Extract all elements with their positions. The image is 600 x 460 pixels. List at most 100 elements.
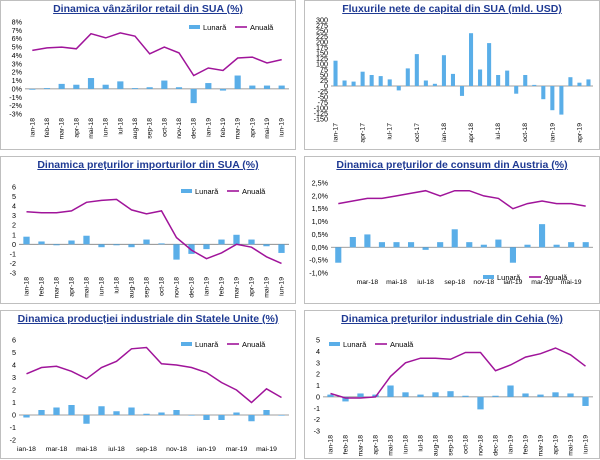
bar (203, 244, 210, 250)
x-tick-label: iun-19 (279, 118, 286, 137)
y-tick-label: -25 (318, 87, 328, 96)
x-tick-label: iul-18 (418, 435, 425, 452)
legend-swatch-monthly (483, 275, 494, 279)
bar (83, 415, 90, 424)
bar (23, 415, 30, 418)
bar (333, 60, 338, 86)
bar (146, 87, 153, 89)
bar (263, 244, 270, 247)
y-tick-label: 250 (316, 27, 328, 36)
x-tick-label: feb-18 (343, 435, 350, 454)
bar (505, 70, 510, 86)
y-tick-label: -1% (9, 93, 22, 102)
x-tick-label: oct-18 (463, 435, 470, 454)
y-tick-label: 0 (316, 392, 320, 401)
panel-import-prices: Dinamica prețurilor importurilor din SUA… (0, 156, 296, 304)
x-tick-label: nov-18 (176, 118, 183, 139)
x-tick-label: ian-19 (508, 435, 515, 454)
x-tick-label: apr-19 (249, 277, 256, 297)
x-tick-label: feb-19 (523, 435, 530, 454)
x-tick-label: nov-18 (478, 435, 485, 456)
bar (161, 80, 168, 89)
x-tick-label: mar-18 (358, 435, 365, 457)
y-tick-label: -1 (10, 249, 16, 258)
y-tick-label: 6 (12, 336, 16, 345)
bar (190, 88, 197, 104)
legend-label-monthly: Lunară (343, 340, 367, 349)
x-tick-label: nov-18 (166, 446, 187, 453)
y-tick-label: 3 (12, 211, 16, 220)
x-tick-label: mai-19 (568, 435, 575, 456)
bar (523, 75, 528, 86)
x-tick-label: iul-18 (108, 446, 125, 453)
bar (393, 242, 400, 248)
x-tick-label: ian-18 (17, 446, 36, 453)
line-series-annual (330, 347, 586, 399)
x-tick-label: iul-18 (114, 277, 121, 294)
bar (143, 239, 150, 245)
legend-label-monthly: Lunară (497, 273, 521, 282)
bar (113, 411, 120, 415)
bar (351, 81, 356, 86)
bar (83, 235, 90, 245)
x-tick-label: iul-18 (117, 118, 124, 135)
y-tick-label: 2,0% (312, 191, 329, 200)
bar (450, 73, 455, 86)
x-tick-label: ian-18 (328, 435, 335, 454)
chart-title: Dinamica prețurilor de consum din Austri… (336, 159, 568, 171)
y-tick-label: 4 (12, 361, 16, 370)
panel-us-industrial-production: Dinamica producției industriale din Stat… (0, 310, 296, 459)
x-tick-label: mar-19 (235, 118, 242, 140)
bar (480, 244, 487, 248)
legend-label-annual: Anuală (250, 23, 274, 32)
bar (466, 242, 473, 248)
x-tick-label: ian-19 (205, 118, 212, 137)
bar (432, 83, 437, 86)
x-tick-label: apr-19 (249, 118, 256, 138)
panel-capital-flows: Fluxurile nete de capital din SUA (mld. … (304, 0, 600, 150)
x-tick-label: mai-18 (388, 435, 395, 456)
y-tick-label: -50 (318, 93, 328, 102)
y-tick-label: 0 (12, 240, 16, 249)
bar (248, 239, 255, 245)
x-tick-label: ian-18 (24, 277, 31, 296)
chart-title: Fluxurile nete de capital din SUA (mld. … (342, 3, 562, 15)
y-tick-label: 3 (316, 358, 320, 367)
x-tick-label: apr-18 (468, 123, 475, 143)
panel-retail-sales: Dinamica vânzărilor retail din SUA (%) -… (0, 0, 296, 150)
x-tick-label: mar-18 (46, 446, 68, 453)
y-tick-label: -150 (314, 115, 328, 124)
bar (342, 80, 347, 86)
x-tick-label: sep-18 (448, 435, 455, 456)
bar (218, 239, 225, 245)
bar (158, 243, 165, 245)
y-tick-label: 200 (316, 38, 328, 47)
x-tick-label: feb-18 (44, 118, 51, 137)
x-tick-label: sep-18 (444, 279, 465, 286)
y-tick-label: 2,5% (312, 179, 329, 188)
y-tick-label: 6 (12, 183, 16, 192)
bar (387, 385, 394, 397)
y-tick-label: -3 (314, 427, 320, 436)
bar (568, 77, 573, 86)
y-tick-label: 4 (316, 347, 320, 356)
y-tick-label: 5% (12, 43, 23, 52)
y-tick-label: 8% (12, 18, 23, 27)
bar (496, 75, 501, 86)
y-tick-label: 3% (12, 59, 23, 68)
bar (219, 88, 227, 91)
legend-label-monthly: Lunară (195, 340, 219, 349)
bar (495, 239, 502, 248)
bar (582, 242, 589, 248)
bar (414, 54, 419, 86)
y-tick-label: 1,5% (312, 204, 329, 213)
chart-czech-industrial-prices: -3 -2 -1 0 1 2 3 4 5 ian-18 feb-18 mar-18 apr-18 mai-… (314, 336, 593, 457)
bar (469, 33, 474, 86)
y-tick-label: 4% (12, 51, 23, 60)
bar (437, 242, 444, 248)
bar (128, 407, 135, 415)
y-tick-label: 175 (316, 43, 328, 52)
bar (507, 385, 514, 397)
y-tick-label: 3 (12, 373, 16, 382)
